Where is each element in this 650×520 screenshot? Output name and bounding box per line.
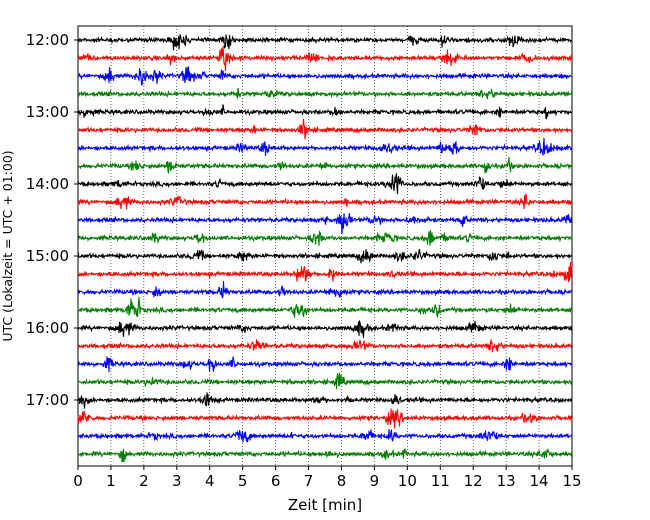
x-tick-label: 7 [304,472,314,490]
trace-1345 [77,156,573,174]
x-tick-label: 12 [464,472,483,490]
x-tick-label: 14 [530,472,549,490]
x-tick-label: 15 [562,472,581,490]
x-axis-ticks: 0 1 2 3 4 5 6 7 8 9 10 11 12 13 14 15 [73,466,582,490]
trace-1200 [77,34,573,51]
x-axis-label: Zeit [min] [288,496,362,514]
trace-1315 [77,118,573,140]
trace-1300 [77,104,573,120]
seismic-traces [77,34,573,463]
x-tick-label: 3 [172,472,182,490]
y-axis-ticks: 12:00 13:00 14:00 15:00 16:00 17:00 [26,31,78,409]
trace-1600 [77,320,573,339]
y-tick-label: 15:00 [26,247,69,265]
y-tick-label: 16:00 [26,319,69,337]
trace-1745 [77,448,573,463]
trace-1500 [77,248,573,264]
x-tick-label: 5 [238,472,248,490]
trace-1615 [77,339,573,353]
trace-1630 [77,356,573,373]
y-tick-label: 12:00 [26,31,69,49]
trace-1545 [77,296,573,319]
trace-1400 [77,172,573,195]
trace-1330 [77,138,573,156]
trace-1515 [77,262,573,283]
y-axis-label: UTC (Lokalzeit = UTC + 01:00) [0,150,15,341]
x-tick-label: 8 [337,472,347,490]
x-tick-label: 10 [398,472,417,490]
trace-1700 [77,392,573,409]
x-tick-label: 11 [431,472,450,490]
trace-1415 [77,193,573,210]
y-tick-label: 14:00 [26,175,69,193]
trace-1730 [77,428,573,443]
x-tick-label: 4 [205,472,215,490]
trace-1530 [77,281,573,299]
trace-1230 [77,66,573,86]
y-tick-label: 13:00 [26,103,69,121]
trace-1215 [77,46,573,72]
x-tick-label: 9 [370,472,380,490]
trace-1430 [77,212,573,235]
x-tick-label: 13 [497,472,516,490]
trace-1645 [77,372,573,390]
y-tick-label: 17:00 [26,391,69,409]
trace-1445 [77,230,573,246]
x-tick-label: 1 [106,472,116,490]
x-tick-label: 6 [271,472,281,490]
x-tick-label: 0 [73,472,83,490]
x-tick-label: 2 [139,472,149,490]
plot-area [77,25,573,467]
trace-1245 [77,88,573,100]
trace-1715 [77,408,573,429]
grid-lines [110,26,540,466]
